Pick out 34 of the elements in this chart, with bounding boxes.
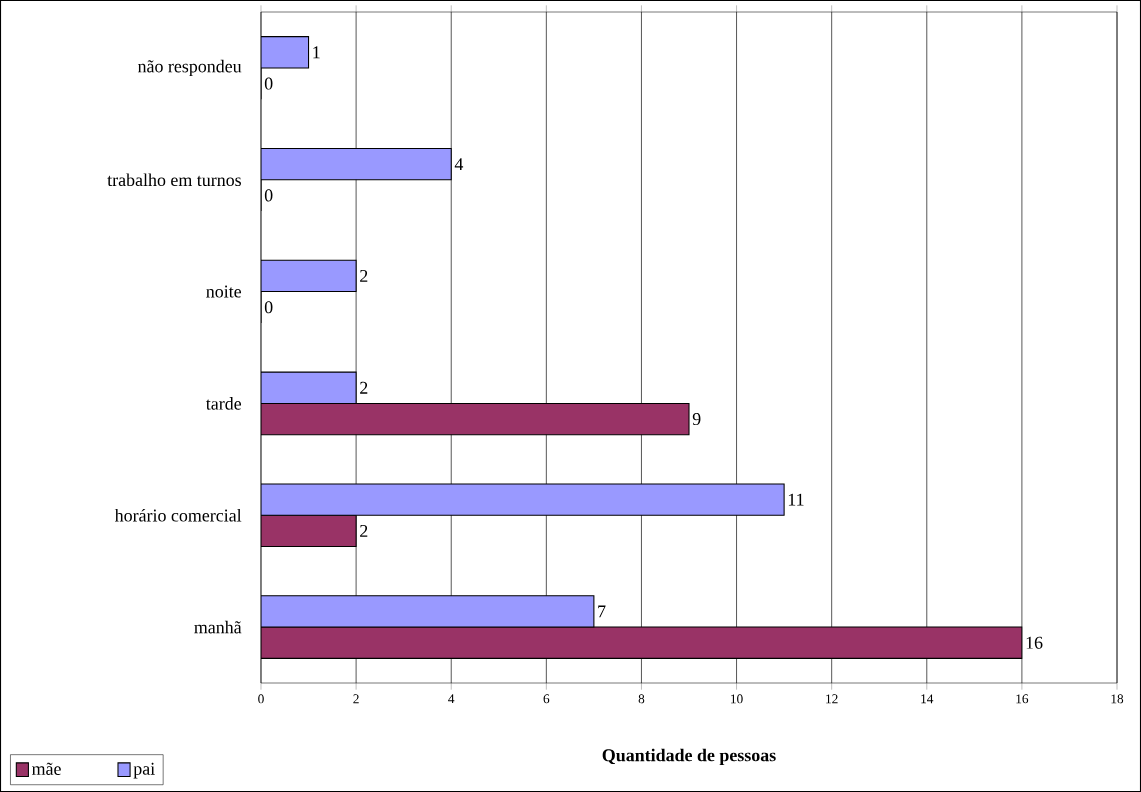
x-tick-label: 6	[543, 694, 550, 704]
data-label: 1	[313, 46, 320, 59]
data-label: 0	[264, 301, 273, 314]
data-label: 11	[788, 493, 804, 506]
data-label: 2	[360, 269, 368, 282]
y-tick-label: tarde	[205, 397, 242, 410]
x-tick-label: 12	[826, 694, 838, 704]
bar	[261, 626, 1023, 659]
y-tick-label: noite	[206, 285, 242, 298]
x-tick-label: 0	[258, 694, 264, 704]
bar	[261, 402, 690, 436]
data-label: 0	[264, 189, 273, 202]
data-label: 7	[598, 605, 606, 618]
data-label: 4	[454, 158, 464, 170]
y-tick-label: horário comercial	[114, 508, 242, 522]
y-tick-label: trabalho em turnos	[107, 173, 241, 187]
x-tick-label: 14	[921, 694, 934, 704]
data-label: 0	[264, 77, 273, 90]
bar	[261, 514, 357, 548]
data-label: 16	[1026, 636, 1043, 649]
legend-label: pai	[133, 762, 155, 779]
data-label: 2	[360, 381, 368, 394]
x-axis-title: Quantidade de pessoas	[602, 748, 776, 765]
x-tick-label: 16	[1016, 694, 1029, 704]
legend-label: mãe	[31, 762, 61, 775]
data-label: 2	[360, 524, 368, 537]
x-tick-label: 2	[353, 694, 359, 704]
x-tick-label: 4	[448, 694, 455, 704]
y-tick-label: manhã	[194, 620, 242, 634]
y-tick-label: não respondeu	[137, 59, 242, 77]
x-tick-label: 8	[638, 694, 645, 704]
x-tick-label: 18	[1111, 694, 1124, 704]
x-tick-label: 10	[731, 694, 743, 704]
data-label: 9	[692, 413, 701, 426]
